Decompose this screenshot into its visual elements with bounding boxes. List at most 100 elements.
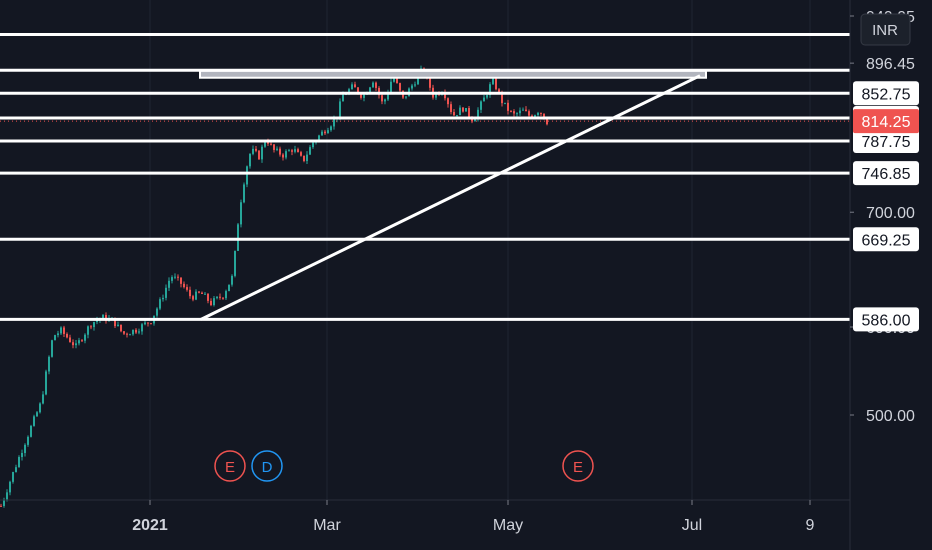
price-tick-label-700.00: 700.00 [866, 205, 915, 222]
candle-body-4 [12, 472, 14, 482]
candle-body-114 [342, 94, 344, 102]
candle-body-10 [30, 425, 32, 437]
candle-body-8 [24, 444, 26, 453]
candle-body-106 [318, 135, 320, 141]
candle-body-19 [57, 333, 59, 336]
candle-body-6 [18, 457, 20, 468]
event-marker-earnings-2[interactable]: E [562, 450, 594, 482]
candle-body-42 [126, 333, 128, 335]
candle-body-30 [90, 326, 92, 328]
candle-body-57 [171, 277, 173, 281]
candle-body-120 [360, 93, 362, 98]
candle-body-164 [492, 76, 494, 85]
event-marker-dividend-1[interactable]: D [251, 450, 283, 482]
candle-body-22 [66, 333, 68, 338]
event-marker-letter-0: E [225, 459, 235, 476]
candle-body-71 [213, 298, 215, 306]
candle-body-156 [468, 107, 470, 118]
candle-body-168 [504, 102, 506, 104]
currency-badge[interactable]: INR [860, 13, 911, 46]
candle-body-98 [294, 149, 296, 152]
candle-body-153 [459, 107, 461, 116]
candle-body-161 [483, 97, 485, 102]
candle-body-69 [207, 293, 209, 301]
candle-body-61 [183, 283, 185, 288]
candle-body-127 [381, 95, 383, 102]
candle-body-44 [132, 329, 134, 335]
candle-body-138 [414, 84, 416, 86]
candle-body-21 [63, 327, 65, 334]
candle-body-74 [222, 297, 224, 299]
candle-body-80 [240, 202, 242, 225]
candle-body-59 [177, 276, 179, 278]
candle-body-151 [453, 112, 455, 116]
candle-body-159 [477, 109, 479, 119]
candle-body-148 [444, 93, 446, 99]
level-label-box-669.25 [853, 227, 919, 252]
candle-body-125 [375, 82, 377, 88]
candle-body-52 [156, 308, 158, 316]
resistance-zone[interactable] [199, 69, 707, 79]
candle-body-131 [393, 78, 395, 82]
candle-body-135 [405, 96, 407, 98]
candle-body-90 [270, 143, 272, 145]
time-tick-label-2021: 2021 [132, 517, 168, 534]
candle-body-109 [327, 130, 329, 134]
candle-body-45 [135, 329, 137, 333]
candle-body-66 [198, 291, 200, 293]
candle-body-84 [252, 148, 254, 154]
candle-body-150 [450, 104, 452, 113]
candle-body-85 [255, 148, 257, 151]
candle-body-108 [324, 131, 326, 134]
candle-body-38 [114, 317, 116, 327]
candle-body-155 [465, 107, 467, 112]
candle-body-9 [27, 436, 29, 445]
event-marker-circle-0 [214, 450, 246, 482]
candle-body-60 [180, 277, 182, 284]
candle-body-179 [537, 112, 539, 116]
candle-body-117 [351, 84, 353, 90]
candle-body-25 [75, 343, 77, 346]
candle-body-123 [369, 87, 371, 93]
drawings[interactable] [0, 33, 850, 321]
candle-body-32 [96, 320, 98, 323]
candle-body-172 [516, 113, 518, 115]
candle-body-101 [303, 155, 305, 162]
candle-body-23 [69, 337, 71, 343]
candle-body-43 [129, 334, 131, 336]
candle-body-82 [246, 166, 248, 185]
level-label-box-787.75 [853, 129, 919, 154]
candle-body-170 [510, 110, 512, 112]
candle-body-13 [39, 403, 41, 413]
candle-body-86 [258, 150, 260, 160]
time-tick-label-Jul: Jul [682, 517, 702, 534]
candle-body-171 [513, 111, 515, 114]
trendline[interactable] [200, 74, 701, 321]
candle-body-63 [189, 289, 191, 297]
candle-body-165 [495, 76, 497, 90]
candle-body-95 [285, 151, 287, 158]
candle-body-139 [417, 74, 419, 85]
candle-body-97 [291, 150, 293, 152]
candle-body-34 [102, 314, 104, 319]
candle-body-65 [195, 291, 197, 300]
candle-body-99 [297, 149, 299, 153]
level-label-746.85: 746.85 [862, 166, 911, 183]
level-label-669.25: 669.25 [862, 232, 911, 249]
time-tick-label-May: May [493, 517, 523, 534]
currency-label: INR [872, 22, 898, 39]
candle-body-31 [93, 322, 95, 328]
candle-body-55 [165, 287, 167, 298]
price-tick-label-500.00: 500.00 [866, 408, 915, 425]
candle-body-175 [525, 109, 527, 112]
candle-body-94 [282, 154, 284, 158]
event-marker-earnings-0[interactable]: E [214, 450, 246, 482]
candle-body-83 [249, 153, 251, 167]
candle-body-18 [54, 335, 56, 341]
candle-body-58 [174, 276, 176, 278]
candle-body-152 [456, 115, 458, 117]
candle-body-116 [348, 89, 350, 95]
